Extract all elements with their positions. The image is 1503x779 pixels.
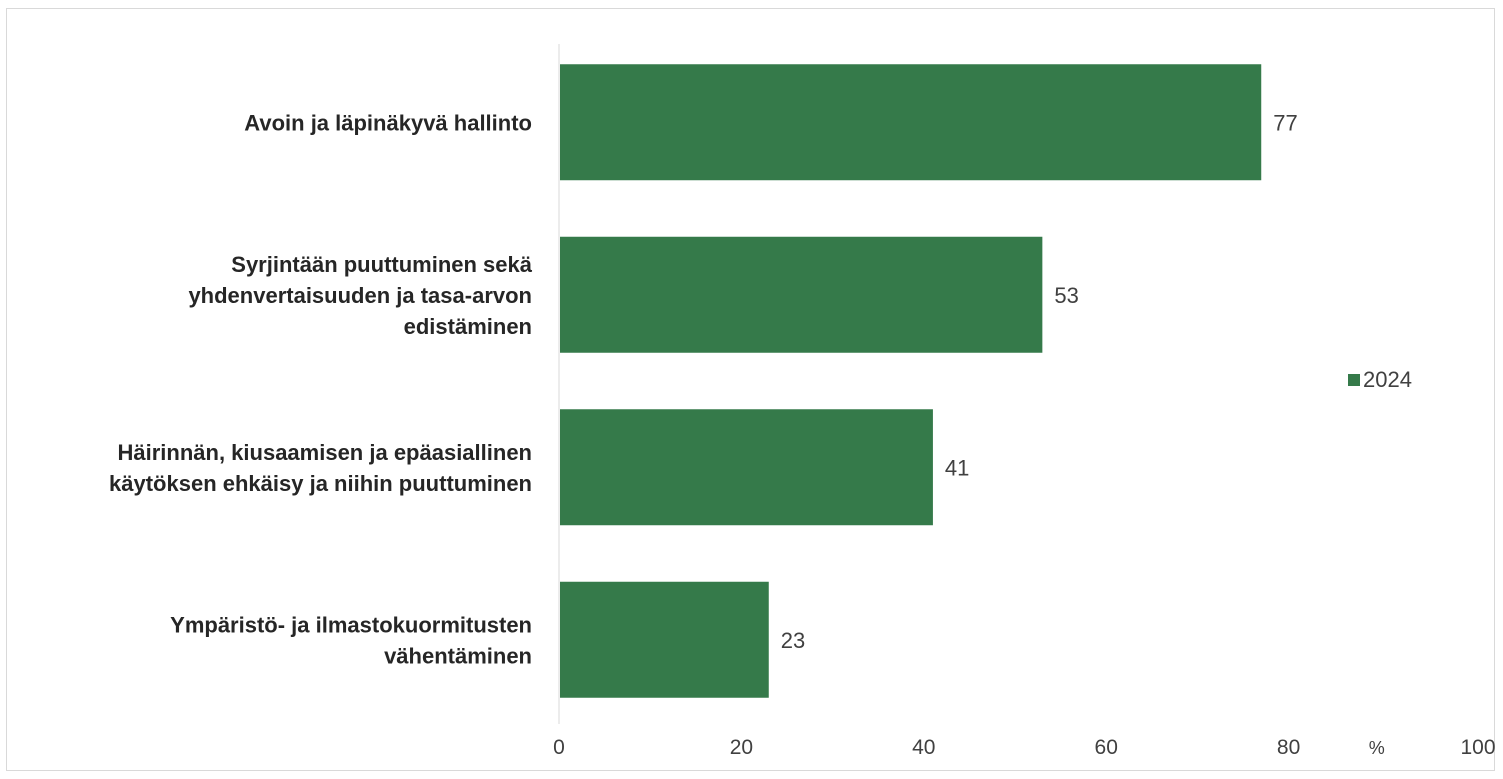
category-label: Syrjintään puuttuminen sekä [231, 252, 532, 277]
category-label: käytöksen ehkäisy ja niihin puuttuminen [109, 471, 532, 496]
legend-swatch [1348, 374, 1360, 386]
category-label: Avoin ja läpinäkyvä hallinto [244, 110, 532, 135]
bar [560, 409, 933, 526]
x-tick-label: 60 [1095, 736, 1118, 759]
x-tick-label: 100 [1460, 736, 1495, 759]
x-tick-label: 20 [730, 736, 753, 759]
x-tick-label: 80 [1277, 736, 1300, 759]
category-label: edistäminen [404, 314, 532, 339]
category-label: yhdenvertaisuuden ja tasa-arvon [188, 283, 532, 308]
x-unit-label: % [1369, 738, 1385, 758]
data-label: 77 [1273, 110, 1297, 135]
data-label: 41 [945, 455, 969, 480]
bar [560, 236, 1043, 353]
bar [560, 64, 1262, 181]
chart-frame: 77 Avoin ja läpinäkyvä hallinto 53 Syrjintä… [6, 8, 1496, 771]
x-tick-label: 40 [912, 736, 935, 759]
data-label: 53 [1054, 283, 1078, 308]
x-tick-label: 0 [553, 736, 565, 759]
category-label: Ympäristö- ja ilmastokuormitusten [170, 612, 532, 637]
bar-chart: 77 Avoin ja läpinäkyvä hallinto 53 Syrjintä… [109, 44, 1496, 759]
legend-label: 2024 [1363, 367, 1412, 392]
category-label: vähentäminen [384, 643, 532, 668]
bar [560, 581, 769, 698]
category-label: Häirinnän, kiusaamisen ja epäasiallinen [117, 440, 532, 465]
data-label: 23 [781, 628, 805, 653]
